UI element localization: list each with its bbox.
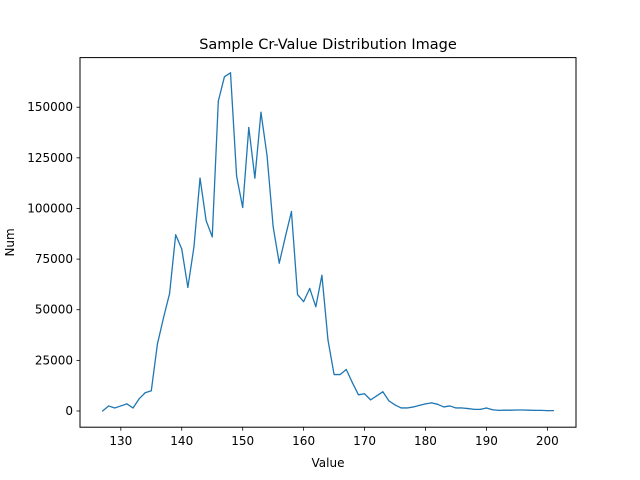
data-point [333, 373, 335, 376]
data-point [437, 403, 439, 405]
y-axis-ticks: 0 25000 50000 75000 100000 125000 150000 [27, 100, 80, 418]
data-point [126, 403, 128, 405]
data-point [461, 407, 463, 409]
x-tick-label: 130 [109, 434, 132, 448]
data-point [455, 407, 457, 409]
data-point [144, 392, 146, 394]
x-axis-label: Value [312, 456, 345, 470]
data-point [132, 407, 134, 409]
data-point [193, 246, 195, 248]
data-point [382, 391, 384, 393]
data-point [540, 409, 542, 411]
data-point [370, 399, 372, 401]
x-tick-label: 150 [231, 434, 254, 448]
data-point [290, 210, 293, 213]
y-tick-label: 125000 [27, 151, 73, 165]
data-points [101, 72, 555, 412]
data-point [205, 220, 207, 222]
plot-frame [79, 57, 577, 428]
data-point [150, 390, 152, 392]
data-point [211, 236, 213, 238]
y-tick-label: 75000 [35, 252, 73, 266]
data-point [242, 206, 244, 209]
y-tick-label: 100000 [27, 201, 73, 215]
data-point [187, 286, 189, 289]
data-point [260, 111, 262, 113]
data-point [552, 409, 555, 412]
data-point [223, 76, 226, 78]
data-point [443, 406, 445, 408]
x-tick-label: 170 [353, 434, 376, 448]
data-point [345, 368, 347, 371]
data-point [357, 394, 360, 396]
data-point [162, 317, 165, 319]
data-point [120, 405, 122, 407]
data-point [254, 177, 256, 179]
data-point [327, 339, 329, 341]
data-point [156, 343, 158, 345]
data-point [449, 405, 451, 407]
data-point [430, 402, 433, 404]
data-point [284, 236, 286, 238]
data-point [534, 409, 536, 411]
x-tick-label: 140 [170, 434, 193, 448]
data-point [516, 409, 518, 411]
data-point [467, 407, 469, 410]
data-point [108, 405, 110, 407]
data-point [309, 287, 311, 290]
y-tick-label: 25000 [35, 353, 73, 367]
data-point [498, 409, 500, 411]
data-point [473, 408, 475, 410]
data-point [400, 407, 402, 409]
data-point [229, 72, 232, 74]
data-point [412, 406, 414, 408]
data-point [546, 409, 548, 412]
data-point [351, 382, 353, 384]
data-point [181, 248, 183, 250]
data-point [339, 373, 341, 376]
data-point [168, 292, 171, 295]
data-point [199, 177, 201, 179]
data-point [272, 226, 274, 228]
data-point [321, 274, 323, 276]
data-point [175, 234, 177, 236]
data-point [235, 175, 238, 177]
data-point [510, 409, 512, 411]
data-point [528, 409, 530, 411]
y-tick-label: 0 [65, 404, 73, 418]
data-point [303, 301, 305, 303]
x-tick-label: 200 [536, 434, 559, 448]
x-tick-label: 180 [414, 434, 437, 448]
y-tick-label: 150000 [27, 100, 73, 114]
data-point [315, 306, 317, 308]
data-point [418, 404, 421, 406]
data-point [394, 404, 396, 406]
data-point [296, 293, 299, 296]
data-point [485, 407, 488, 409]
data-point [138, 398, 140, 400]
x-axis-ticks: 130 140 150 160 170 180 190 200 [109, 427, 559, 448]
data-point [278, 262, 280, 264]
chart-title: Sample Cr-Value Distribution Image [199, 37, 457, 53]
data-point [388, 400, 390, 402]
x-tick-label: 160 [292, 434, 315, 448]
data-point [424, 403, 427, 405]
data-point [376, 395, 378, 397]
data-point [491, 409, 494, 411]
data-point [522, 409, 524, 411]
x-tick-label: 190 [475, 434, 498, 448]
data-point [266, 155, 268, 157]
data-point [479, 408, 481, 410]
y-tick-label: 50000 [35, 303, 73, 317]
data-point [217, 100, 219, 102]
data-point [363, 393, 366, 395]
data-point [114, 407, 116, 409]
y-axis-label: Num [3, 228, 17, 256]
data-point [406, 407, 408, 409]
data-point [504, 409, 506, 411]
data-point [101, 410, 104, 412]
data-point [248, 126, 250, 129]
